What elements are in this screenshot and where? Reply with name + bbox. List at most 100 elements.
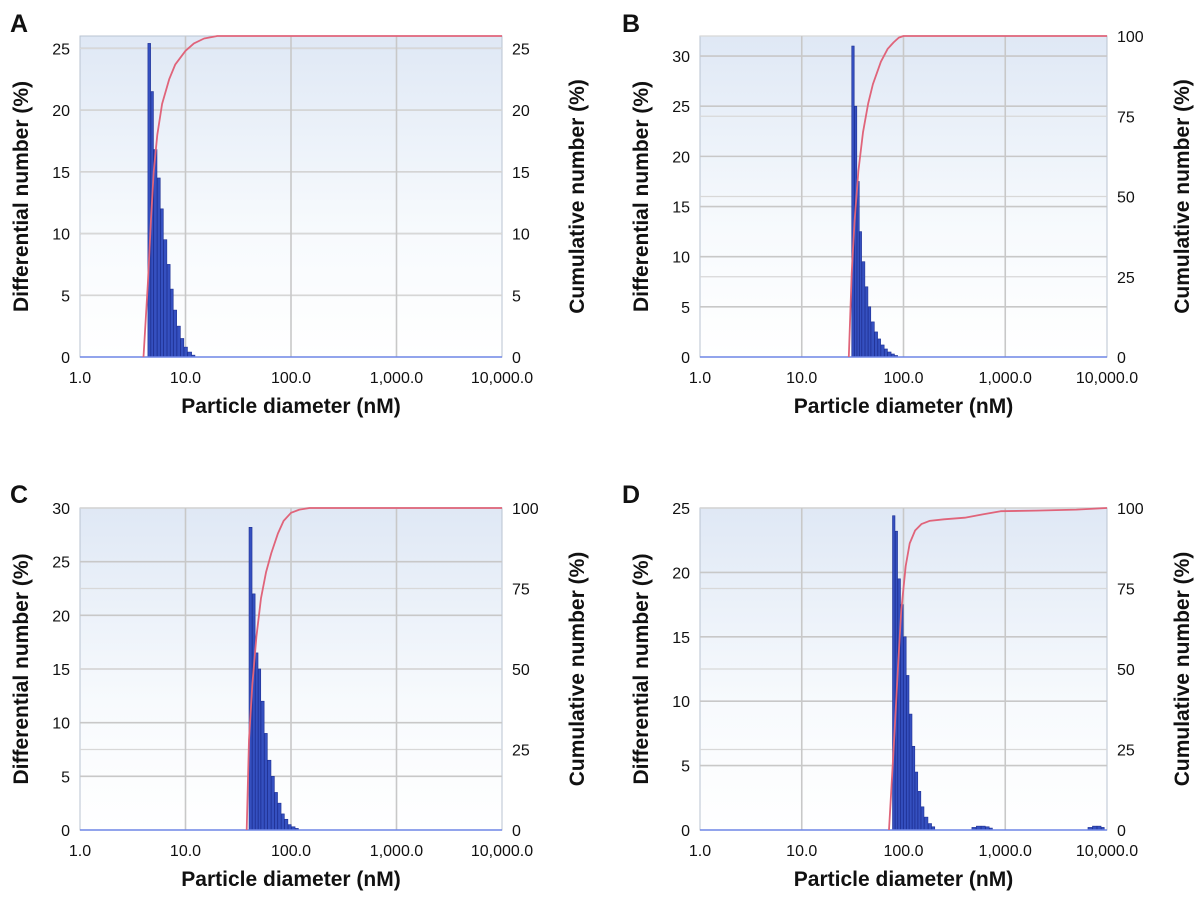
histogram-bar <box>173 309 177 358</box>
panel-b: B 0 5 10 15 20 25 30 0 25 50 75 100 1.0 10.0 100.0 1,000… <box>622 10 1194 418</box>
histogram-bar <box>900 604 904 831</box>
x-tick: 10.0 <box>170 843 201 860</box>
x-axis-title: Particle diameter (nM) <box>794 868 1013 891</box>
histogram-bar <box>874 331 878 358</box>
x-tick: 1.0 <box>69 843 91 860</box>
y-tick-left: 0 <box>61 823 70 840</box>
y-axis-title-right: Cumulative number (%) <box>1171 79 1194 314</box>
histogram-bar <box>892 515 896 831</box>
x-tick: 10,000.0 <box>471 843 533 860</box>
histogram-bar <box>927 823 932 831</box>
y-tick-left: 30 <box>672 49 690 66</box>
cumulative-line <box>245 507 502 831</box>
y-tick-left: 25 <box>52 555 70 572</box>
panel-a: A 0 5 10 15 20 25 0 5 10 15 20 25 1.0 10.0 100.0 1,000.0… <box>10 10 589 418</box>
histogram-bar <box>160 208 164 358</box>
x-tick: 1.0 <box>689 843 711 860</box>
histogram-bar <box>867 306 872 358</box>
y-tick-right: 10 <box>512 227 530 244</box>
panel-label: D <box>622 481 640 509</box>
histogram-bar <box>887 351 892 358</box>
histogram-bar <box>877 338 881 358</box>
histogram-bar <box>166 264 171 358</box>
histogram-bar <box>258 668 262 831</box>
histogram-bar <box>851 45 855 358</box>
y-tick-right: 0 <box>512 823 521 840</box>
histogram-bar <box>861 261 866 358</box>
y-tick-left: 10 <box>52 227 70 244</box>
y-axis-title-left: Differential number (%) <box>10 553 33 784</box>
y-tick-left: 5 <box>681 759 690 776</box>
histogram-bar <box>287 824 292 831</box>
y-tick-right: 25 <box>1117 743 1135 760</box>
panel-label: C <box>10 481 28 509</box>
y-axis-title-left: Differential number (%) <box>630 553 653 784</box>
histogram-bar <box>260 700 265 831</box>
x-tick: 10,000.0 <box>471 370 533 387</box>
cumulative-line <box>847 35 1107 358</box>
y-tick-right: 0 <box>1117 823 1126 840</box>
panel-label: A <box>10 10 28 38</box>
y-tick-left: 10 <box>52 716 70 733</box>
x-tick: 1,000.0 <box>370 370 423 387</box>
histogram-bar <box>156 177 161 358</box>
y-tick-left: 0 <box>681 823 690 840</box>
y-tick-left: 15 <box>52 662 70 679</box>
x-tick: 10.0 <box>786 370 817 387</box>
y-tick-left: 15 <box>672 630 690 647</box>
histogram-bar <box>277 802 282 831</box>
y-tick-right: 5 <box>512 288 521 305</box>
y-tick-left: 0 <box>681 350 690 367</box>
y-tick-left: 10 <box>672 694 690 711</box>
x-tick: 10.0 <box>786 843 817 860</box>
histogram-bar <box>859 231 862 358</box>
histogram-bar <box>252 593 256 831</box>
panel-d: D 0 5 10 15 20 25 0 25 50 75 100 1.0 10.0 100.0 1,000.0… <box>622 481 1194 891</box>
x-tick: 10,000.0 <box>1076 843 1138 860</box>
y-tick-right: 25 <box>1117 270 1135 287</box>
y-tick-right: 50 <box>512 662 530 679</box>
y-axis-title-right: Cumulative number (%) <box>566 79 589 314</box>
histogram-bar <box>284 818 289 831</box>
histogram-bar <box>880 344 885 358</box>
y-tick-left: 25 <box>672 501 690 518</box>
x-axis-title: Particle diameter (nM) <box>794 395 1013 418</box>
histogram-bar <box>906 675 910 831</box>
panel-c: C 0 5 10 15 20 25 30 0 25 50 75 100 1.0 10.0 100.0 1,000… <box>10 481 589 891</box>
y-tick-right: 100 <box>512 501 539 518</box>
x-tick: 1,000.0 <box>370 843 423 860</box>
y-tick-left: 5 <box>61 769 70 786</box>
histogram-bar <box>153 149 158 358</box>
histogram-bar <box>908 713 913 831</box>
y-axis-title-left: Differential number (%) <box>630 81 653 312</box>
y-tick-left: 25 <box>672 99 690 116</box>
y-tick-left: 15 <box>52 165 70 182</box>
x-axis-title: Particle diameter (nM) <box>181 395 400 418</box>
y-tick-right: 0 <box>512 350 521 367</box>
y-tick-right: 20 <box>512 103 530 120</box>
y-tick-right: 100 <box>1117 29 1144 46</box>
histogram-bar <box>270 776 275 831</box>
x-tick: 10,000.0 <box>1076 370 1138 387</box>
y-tick-right: 15 <box>512 165 530 182</box>
histogram-bar <box>911 745 916 831</box>
x-tick: 100.0 <box>883 843 923 860</box>
y-tick-left: 20 <box>52 608 70 625</box>
histogram-bar <box>180 338 185 358</box>
y-axis-title-right: Cumulative number (%) <box>1171 552 1194 787</box>
y-tick-left: 0 <box>61 350 70 367</box>
histogram-bar <box>255 652 259 831</box>
y-tick-left: 15 <box>672 200 690 217</box>
x-tick: 1,000.0 <box>979 843 1032 860</box>
histogram-bar <box>147 43 151 358</box>
cumulative-line <box>142 35 502 358</box>
histogram-bar <box>281 813 285 831</box>
x-tick: 1.0 <box>689 370 711 387</box>
x-tick: 1,000.0 <box>979 370 1032 387</box>
y-tick-left: 5 <box>61 288 70 305</box>
histogram-bar <box>170 288 174 358</box>
histogram-bar <box>920 806 925 831</box>
histogram-bar <box>163 239 168 358</box>
y-tick-left: 25 <box>52 41 70 58</box>
y-tick-right: 0 <box>1117 350 1126 367</box>
